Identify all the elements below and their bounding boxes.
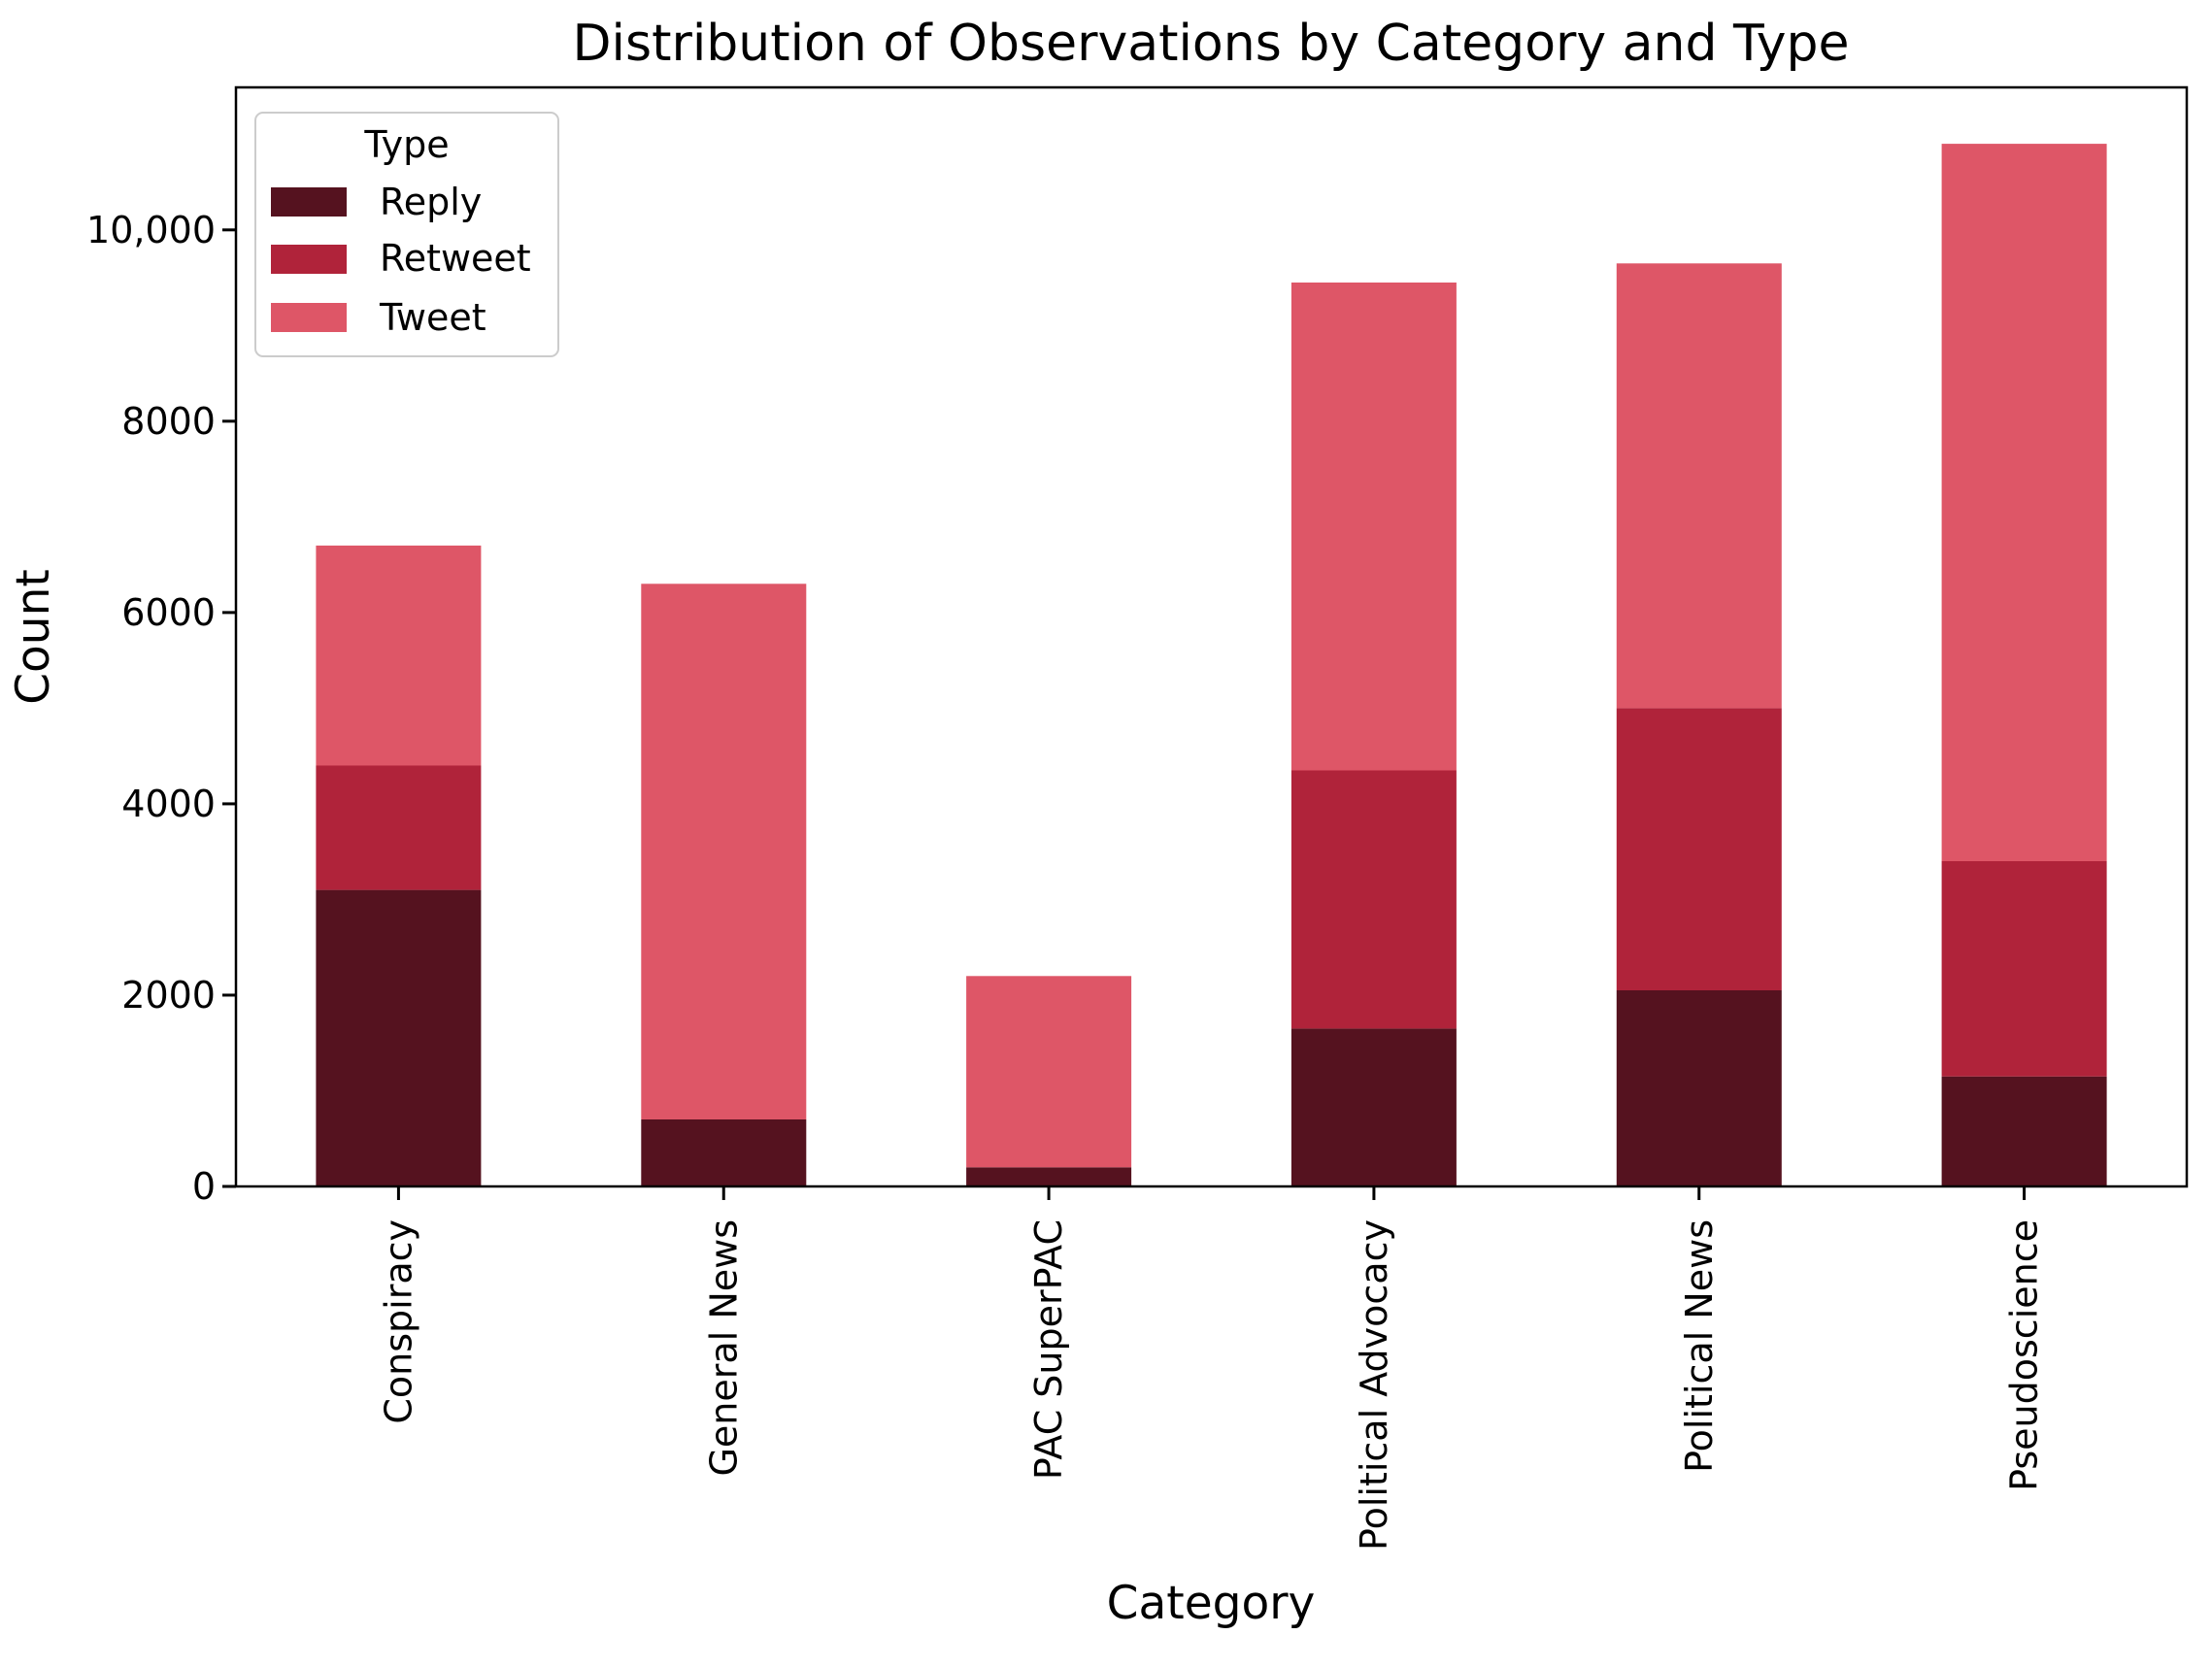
- bar-segment-political-advocacy-tweet: [1290, 283, 1457, 771]
- bar-segment-general-news-reply: [641, 1119, 807, 1186]
- bar-segment-political-advocacy-retweet: [1290, 770, 1457, 1029]
- legend-swatch-tweet: [271, 303, 347, 332]
- legend: Type Reply Retweet Tweet: [254, 112, 559, 357]
- x-tick-label-general-news: General News: [702, 1219, 745, 1477]
- x-axis-ticks: Conspiracy General News PAC SuperPAC Politi…: [377, 1186, 2046, 1551]
- x-tick-label-conspiracy: Conspiracy: [377, 1219, 419, 1424]
- plot-border: [234, 85, 2189, 1188]
- legend-label-tweet: Tweet: [379, 296, 486, 339]
- y-tick-label: 0: [192, 1165, 216, 1208]
- legend-swatch-retweet: [271, 245, 347, 274]
- bar-segment-conspiracy-retweet: [316, 765, 482, 890]
- legend-label-retweet: Retweet: [380, 237, 531, 280]
- y-axis-label: Count: [7, 569, 60, 705]
- bar-segment-general-news-tweet: [641, 584, 807, 1119]
- bar-segment-conspiracy-tweet: [316, 545, 482, 766]
- bar-segment-political-advocacy-reply: [1290, 1028, 1457, 1186]
- legend-label-reply: Reply: [380, 181, 482, 223]
- bar-segment-pac-superpac-tweet: [966, 976, 1132, 1168]
- x-tick-label-political-news: Political News: [1678, 1219, 1721, 1473]
- bar-segment-political-news-tweet: [1616, 263, 1782, 709]
- x-axis-label: Category: [1107, 1577, 1316, 1630]
- x-tick-label-pseudoscience: Pseudoscience: [2003, 1219, 2046, 1491]
- x-tick-label-pac-superpac: PAC SuperPAC: [1027, 1219, 1070, 1480]
- bar-segment-pseudoscience-tweet: [1941, 144, 2107, 862]
- y-tick-label: 10,000: [86, 209, 216, 251]
- bar-segment-political-news-retweet: [1616, 708, 1782, 990]
- y-axis-ticks: 0 2000 4000 6000 8000 10,000: [86, 209, 236, 1208]
- y-tick-label: 4000: [121, 783, 216, 825]
- bar-segment-conspiracy-reply: [316, 889, 482, 1186]
- chart-title: Distribution of Observations by Category…: [573, 15, 1850, 73]
- x-tick-label-political-advocacy: Political Advocacy: [1353, 1219, 1395, 1551]
- y-tick-label: 2000: [121, 974, 216, 1017]
- bars-group: [316, 144, 2107, 1186]
- y-tick-label: 6000: [121, 591, 216, 634]
- legend-title: Type: [363, 123, 449, 166]
- legend-box: [254, 112, 559, 357]
- bar-segment-pseudoscience-retweet: [1941, 861, 2107, 1077]
- bar-segment-pseudoscience-reply: [1941, 1076, 2107, 1186]
- legend-swatch-reply: [271, 187, 347, 217]
- y-tick-label: 8000: [121, 400, 216, 443]
- bar-segment-pac-superpac-reply: [966, 1167, 1132, 1186]
- bar-segment-political-news-reply: [1616, 990, 1782, 1186]
